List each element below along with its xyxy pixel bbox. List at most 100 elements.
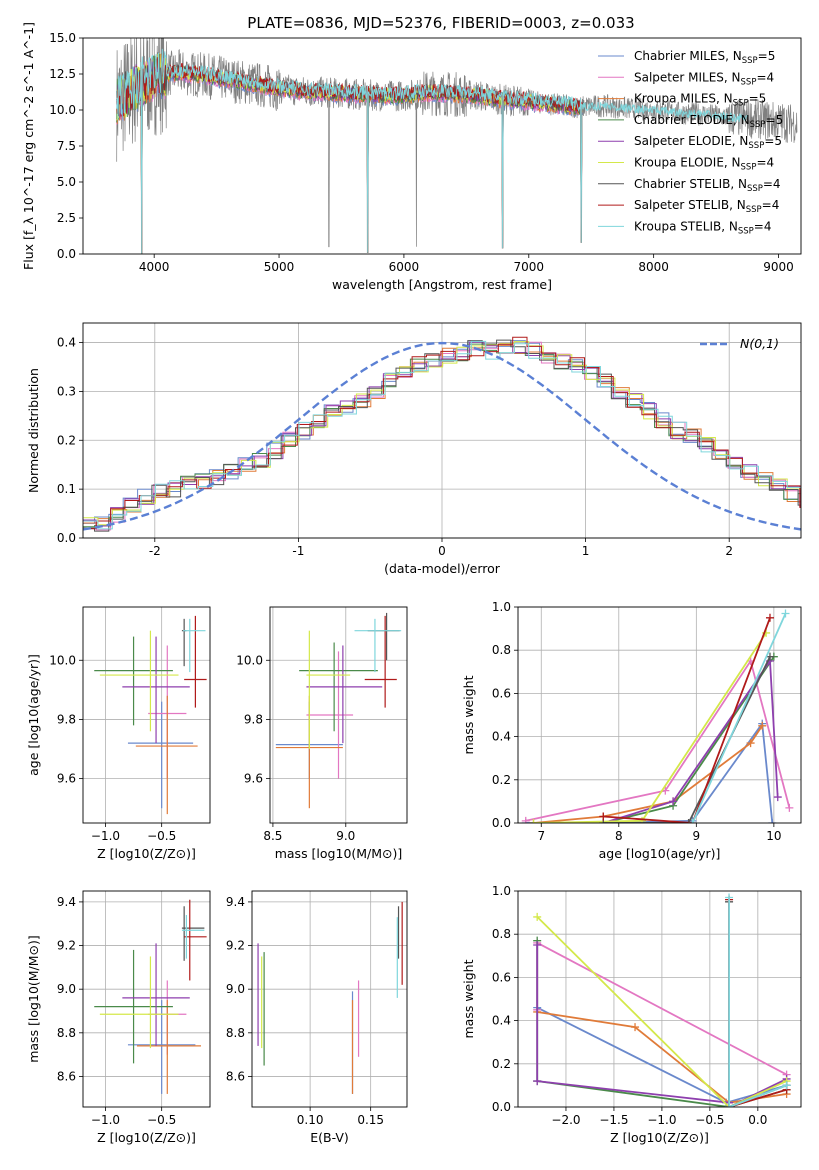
y-tick-label: 0.0 bbox=[492, 816, 511, 830]
plus-marker bbox=[781, 609, 790, 618]
x-axis-label: wavelength [Angstrom, rest frame] bbox=[332, 277, 552, 292]
plus-marker bbox=[765, 613, 774, 622]
legend-subscript: SSP bbox=[741, 163, 757, 173]
y-axis-label: Normed distribution bbox=[26, 368, 41, 493]
x-tick-label: 8000 bbox=[638, 260, 669, 274]
y-tick-label: 9.8 bbox=[57, 712, 76, 726]
x-tick-label: −2.0 bbox=[551, 1113, 580, 1127]
plus-marker bbox=[533, 941, 542, 949]
legend-label: Salpeter ELODIE, NSSP=5 bbox=[634, 134, 782, 151]
mass-weight-line bbox=[525, 658, 791, 822]
plus-marker bbox=[773, 793, 782, 802]
legend-count: =4 bbox=[754, 219, 772, 233]
residual-histogram-3 bbox=[83, 343, 801, 528]
y-tick-label: 5.0 bbox=[57, 175, 76, 189]
legend-count: =5 bbox=[749, 92, 767, 106]
y-tick-label: 9.4 bbox=[226, 895, 245, 909]
x-tick-label: 10 bbox=[766, 829, 781, 843]
y-tick-label: 10.0 bbox=[49, 103, 76, 117]
legend-subscript: SSP bbox=[746, 205, 762, 215]
y-tick-label: 9.0 bbox=[226, 982, 245, 996]
x-tick-label: −1.0 bbox=[647, 1113, 676, 1127]
legend-label: N(0,1) bbox=[740, 336, 779, 351]
legend-subscript: SSP bbox=[741, 77, 757, 87]
legend-label: Chabrier MILES, NSSP=5 bbox=[634, 49, 775, 66]
age-weight-frame bbox=[517, 606, 802, 824]
y-tick-label: 8.8 bbox=[57, 1026, 76, 1040]
legend-count: =5 bbox=[758, 49, 776, 63]
y-tick-label: 0.6 bbox=[492, 686, 511, 700]
mass-weight-line bbox=[691, 613, 787, 823]
z-age-plot-area bbox=[94, 615, 207, 815]
residual-histogram-5 bbox=[83, 341, 801, 526]
plus-marker bbox=[746, 739, 755, 748]
plus-marker bbox=[785, 803, 794, 812]
legend-subscript: SSP bbox=[742, 56, 758, 66]
ebv-mass-frame bbox=[251, 890, 408, 1108]
plus-marker bbox=[765, 652, 774, 661]
y-tick-label: 0.8 bbox=[492, 927, 511, 941]
x-tick-label: 4000 bbox=[139, 260, 170, 274]
x-tick-label: −1.5 bbox=[599, 1113, 628, 1127]
spectrum-frame bbox=[82, 37, 802, 255]
z-mass-panel: −1.0 −0.5 8.6 8.8 9.0 9.2 9.4 Z [log10(Z/Z⊙)] ma… bbox=[26, 890, 211, 1145]
y-tick-label: 9.6 bbox=[57, 772, 76, 786]
y-tick-label: 0.6 bbox=[492, 970, 511, 984]
legend-label: Chabrier ELODIE, NSSP=5 bbox=[634, 113, 783, 130]
z-mass-plot-area bbox=[94, 899, 207, 1094]
x-axis-label: Z [log10(Z/Z⊙)] bbox=[610, 1130, 709, 1145]
y-tick-label: 0.0 bbox=[57, 531, 76, 545]
y-tick-label: 12.5 bbox=[49, 67, 76, 81]
x-tick-label: 9000 bbox=[763, 260, 794, 274]
x-axis-label: age [log10(age/yr)] bbox=[599, 846, 721, 861]
y-tick-label: 9.0 bbox=[57, 982, 76, 996]
age-weight-panel: 7 8 9 10 0.0 0.2 0.4 0.6 0.8 1.0 age [log10(age/yr… bbox=[461, 600, 802, 861]
x-tick-label: −0.5 bbox=[147, 1113, 176, 1127]
residual-histogram-2 bbox=[83, 344, 801, 524]
y-tick-label: 0.2 bbox=[57, 433, 76, 447]
y-axis-label: mass weight bbox=[461, 959, 476, 1038]
legend-label: Kroupa STELIB, NSSP=4 bbox=[634, 219, 772, 236]
z-weight-frame bbox=[517, 890, 802, 1108]
legend-label: Salpeter MILES, NSSP=4 bbox=[634, 70, 774, 87]
plus-marker bbox=[782, 1081, 791, 1090]
figure-title: PLATE=0836, MJD=52376, FIBERID=0003, z=0… bbox=[247, 14, 634, 32]
spectrum-panel: 4000 5000 6000 7000 8000 9000 0.0 2.5 5.0 7.5 10.0… bbox=[21, 22, 802, 292]
plus-marker bbox=[684, 819, 693, 823]
legend-count: =4 bbox=[756, 156, 774, 170]
y-tick-label: 9.4 bbox=[57, 895, 76, 909]
y-tick-label: 7.5 bbox=[57, 139, 76, 153]
mass-weight-line bbox=[603, 617, 771, 823]
model-spectrum-tail bbox=[582, 101, 748, 123]
age-weight-plot-area bbox=[521, 609, 794, 823]
y-tick-label: 0.4 bbox=[492, 730, 511, 744]
y-tick-label: 0.3 bbox=[57, 384, 76, 398]
x-tick-label: 7 bbox=[537, 829, 545, 843]
y-tick-label: 15.0 bbox=[49, 31, 76, 45]
x-tick-label: -1 bbox=[292, 544, 304, 558]
x-tick-label: 0.10 bbox=[297, 1113, 324, 1127]
y-tick-label: 10.0 bbox=[236, 653, 263, 667]
y-tick-label: 8.8 bbox=[226, 1026, 245, 1040]
x-tick-label: 8.5 bbox=[263, 829, 282, 843]
mass-weight-line bbox=[536, 916, 787, 1107]
y-tick-label: 2.5 bbox=[57, 211, 76, 225]
y-tick-label: 10.0 bbox=[49, 653, 76, 667]
legend-count: =4 bbox=[756, 70, 774, 84]
y-tick-label: 0.4 bbox=[492, 1014, 511, 1028]
x-tick-label: 9 bbox=[693, 829, 701, 843]
y-tick-label: 1.0 bbox=[492, 884, 511, 898]
spectrum-plot-area bbox=[116, 38, 798, 254]
plus-marker bbox=[688, 819, 697, 823]
y-tick-label: 0.0 bbox=[57, 247, 76, 261]
x-axis-label: E(B-V) bbox=[310, 1130, 349, 1145]
x-tick-label: 6000 bbox=[389, 260, 420, 274]
plus-marker bbox=[533, 1077, 542, 1086]
model-spectrum-6 bbox=[116, 53, 583, 254]
x-tick-label: 1 bbox=[582, 544, 590, 558]
y-axis-label: age [log10(age/yr)] bbox=[26, 654, 41, 776]
mass-weight-line bbox=[603, 656, 771, 823]
x-tick-label: 0.15 bbox=[357, 1113, 384, 1127]
y-axis-label: mass [log10(M/M⊙)] bbox=[26, 935, 41, 1063]
legend-count: =4 bbox=[762, 198, 780, 212]
